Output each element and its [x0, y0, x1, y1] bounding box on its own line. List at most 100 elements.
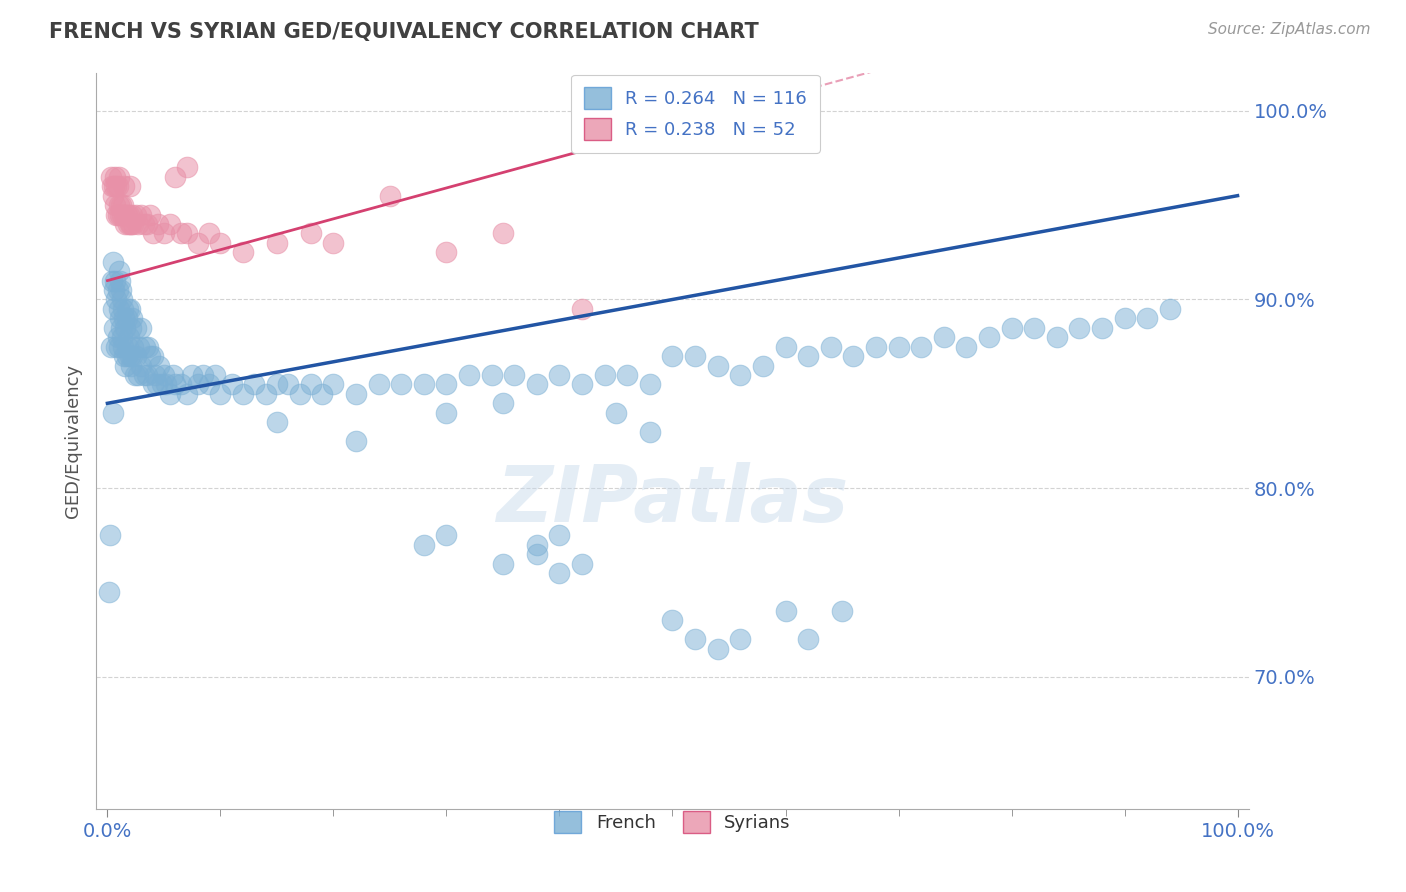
Point: [117, 301, 139, 316]
Point: [142, 349, 165, 363]
Point: [155, 377, 177, 392]
Point: [221, 377, 243, 392]
Point: [108, 274, 131, 288]
Point: [198, 377, 221, 392]
Point: [187, 235, 209, 250]
Point: [730, 368, 752, 382]
Point: [112, 208, 135, 222]
Point: [243, 377, 266, 392]
Point: [101, 188, 124, 202]
Point: [706, 359, 728, 373]
Point: [107, 264, 129, 278]
Point: [661, 613, 683, 627]
Point: [165, 169, 187, 184]
Point: [1114, 311, 1136, 326]
Point: [114, 320, 136, 334]
Point: [101, 301, 124, 316]
Point: [159, 387, 181, 401]
Point: [1091, 320, 1114, 334]
Point: [100, 340, 122, 354]
Point: [526, 538, 548, 552]
Point: [204, 368, 226, 382]
Point: [344, 434, 367, 448]
Point: [683, 632, 706, 647]
Point: [128, 340, 150, 354]
Point: [121, 349, 143, 363]
Point: [683, 349, 706, 363]
Point: [503, 368, 526, 382]
Point: [101, 179, 124, 194]
Point: [181, 368, 204, 382]
Point: [107, 169, 129, 184]
Point: [112, 198, 135, 212]
Point: [101, 274, 124, 288]
Point: [492, 227, 515, 241]
Text: FRENCH VS SYRIAN GED/EQUIVALENCY CORRELATION CHART: FRENCH VS SYRIAN GED/EQUIVALENCY CORRELA…: [49, 22, 759, 42]
Point: [1136, 311, 1159, 326]
Point: [107, 340, 129, 354]
Point: [232, 245, 254, 260]
Point: [955, 340, 977, 354]
Point: [118, 179, 141, 194]
Point: [136, 340, 159, 354]
Point: [114, 359, 136, 373]
Point: [136, 217, 159, 231]
Text: Source: ZipAtlas.com: Source: ZipAtlas.com: [1208, 22, 1371, 37]
Point: [412, 377, 434, 392]
Point: [118, 208, 141, 222]
Point: [107, 301, 129, 316]
Point: [458, 368, 481, 382]
Point: [108, 208, 131, 222]
Point: [97, 585, 120, 599]
Point: [842, 349, 865, 363]
Point: [322, 235, 344, 250]
Point: [111, 208, 134, 222]
Point: [105, 340, 128, 354]
Point: [436, 528, 458, 542]
Point: [131, 320, 153, 334]
Point: [638, 377, 661, 392]
Point: [162, 368, 184, 382]
Point: [131, 359, 153, 373]
Point: [831, 604, 853, 618]
Point: [127, 217, 149, 231]
Point: [101, 406, 124, 420]
Point: [367, 377, 389, 392]
Point: [120, 217, 142, 231]
Point: [122, 217, 145, 231]
Point: [150, 377, 173, 392]
Point: [112, 311, 135, 326]
Point: [127, 368, 149, 382]
Point: [322, 377, 344, 392]
Point: [977, 330, 1000, 344]
Point: [107, 179, 129, 194]
Point: [797, 349, 820, 363]
Text: ZIPatlas: ZIPatlas: [496, 462, 849, 538]
Point: [170, 227, 193, 241]
Point: [198, 227, 221, 241]
Point: [481, 368, 503, 382]
Point: [107, 283, 129, 297]
Point: [148, 217, 170, 231]
Point: [115, 208, 138, 222]
Point: [288, 387, 311, 401]
Point: [107, 208, 129, 222]
Point: [910, 340, 932, 354]
Point: [887, 340, 910, 354]
Point: [108, 311, 131, 326]
Point: [120, 359, 142, 373]
Point: [105, 293, 128, 307]
Point: [1024, 320, 1046, 334]
Point: [153, 227, 176, 241]
Point: [117, 217, 139, 231]
Point: [143, 368, 166, 382]
Y-axis label: GED/Equivalency: GED/Equivalency: [65, 364, 82, 518]
Point: [112, 179, 135, 194]
Point: [110, 320, 132, 334]
Point: [142, 227, 165, 241]
Point: [118, 217, 141, 231]
Point: [661, 349, 683, 363]
Point: [121, 311, 143, 326]
Point: [159, 217, 181, 231]
Point: [436, 377, 458, 392]
